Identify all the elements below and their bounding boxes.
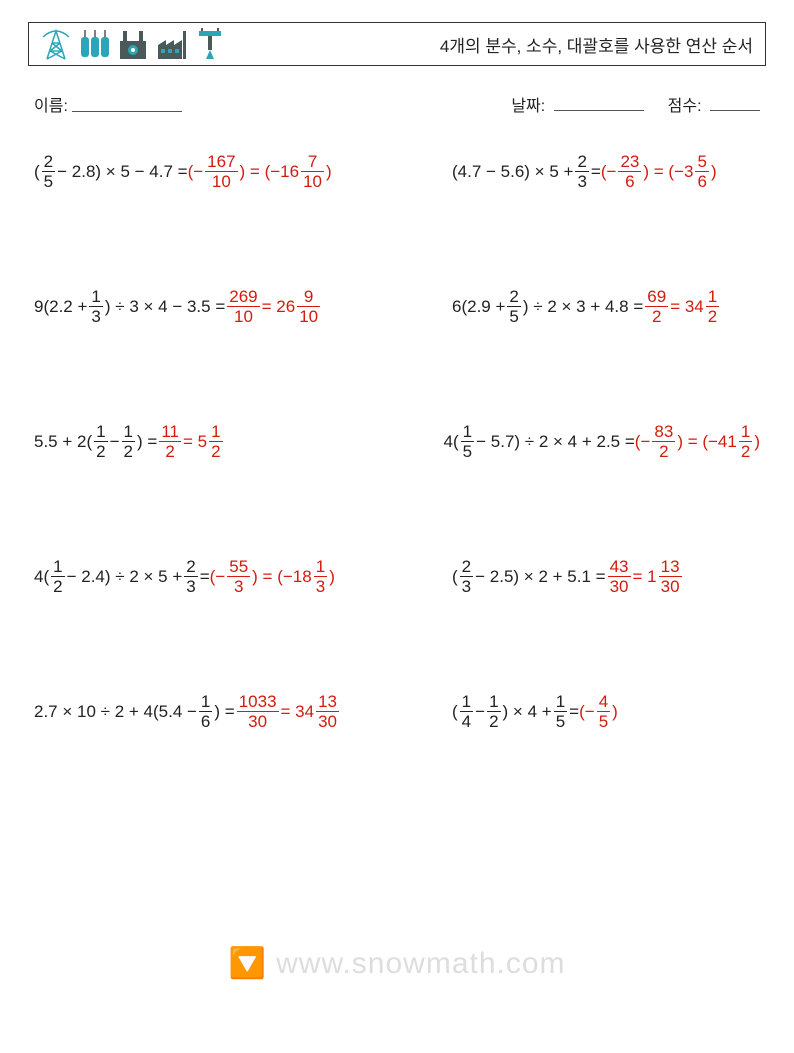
meta-row: 이름: 날짜: 점수: (34, 92, 760, 116)
score-blank (710, 95, 760, 111)
problem-cell: 4(12 − 2.4) ÷ 2 × 5 + 23 = (−553) = (−18… (34, 557, 452, 596)
score-label: 점수: (668, 98, 702, 115)
problem-cell: 5.5 + 2(12 − 12) = 112 = 512 (34, 422, 444, 461)
header-box: 4개의 분수, 소수, 대괄호를 사용한 연산 순서 (28, 22, 766, 66)
problem-cell: 9(2.2 + 13) ÷ 3 × 4 − 3.5 = 26910 = 2691… (34, 287, 452, 326)
date-blank (554, 95, 644, 111)
plant-icon (117, 27, 149, 61)
watermark: 🔽 www.snowmath.com (0, 946, 794, 981)
problem-cell: (23 − 2.5) × 2 + 5.1 = 4330 = 11330 (452, 557, 760, 596)
header-icons (41, 27, 225, 61)
problem-cell: (14 − 12) × 4 + 15 = (−45) (452, 692, 760, 731)
date-label: 날짜: (511, 98, 545, 115)
problem-cell: 4(15 − 5.7) ÷ 2 × 4 + 2.5 = (−832) = (−4… (444, 422, 760, 461)
factory-icon (155, 27, 189, 61)
name-blank (72, 96, 182, 112)
problem-cell: (25 − 2.8) × 5 − 4.7 = (−16710) = (−1671… (34, 152, 452, 191)
name-label: 이름: (34, 92, 68, 116)
worksheet-title: 4개의 분수, 소수, 대괄호를 사용한 연산 순서 (440, 32, 753, 57)
problem-row: (25 − 2.8) × 5 − 4.7 = (−16710) = (−1671… (34, 152, 760, 191)
problem-row: 4(12 − 2.4) ÷ 2 × 5 + 23 = (−553) = (−18… (34, 557, 760, 596)
problem-row: 2.7 × 10 ÷ 2 + 4(5.4 − 16) = 103330 = 34… (34, 692, 760, 731)
problem-cell: (4.7 − 5.6) × 5 + 23 = (−236) = (−356) (452, 152, 760, 191)
problems-grid: (25 − 2.8) × 5 − 4.7 = (−16710) = (−1671… (28, 152, 766, 731)
problem-row: 5.5 + 2(12 − 12) = 112 = 5124(15 − 5.7) … (34, 422, 760, 461)
drill-icon (195, 27, 225, 61)
problem-cell: 2.7 × 10 ÷ 2 + 4(5.4 − 16) = 103330 = 34… (34, 692, 452, 731)
tower-icon (41, 27, 71, 61)
tanks-icon (77, 27, 111, 61)
problem-row: 9(2.2 + 13) ÷ 3 × 4 − 3.5 = 26910 = 2691… (34, 287, 760, 326)
problem-cell: 6(2.9 + 25) ÷ 2 × 3 + 4.8 = 692 = 3412 (452, 287, 760, 326)
